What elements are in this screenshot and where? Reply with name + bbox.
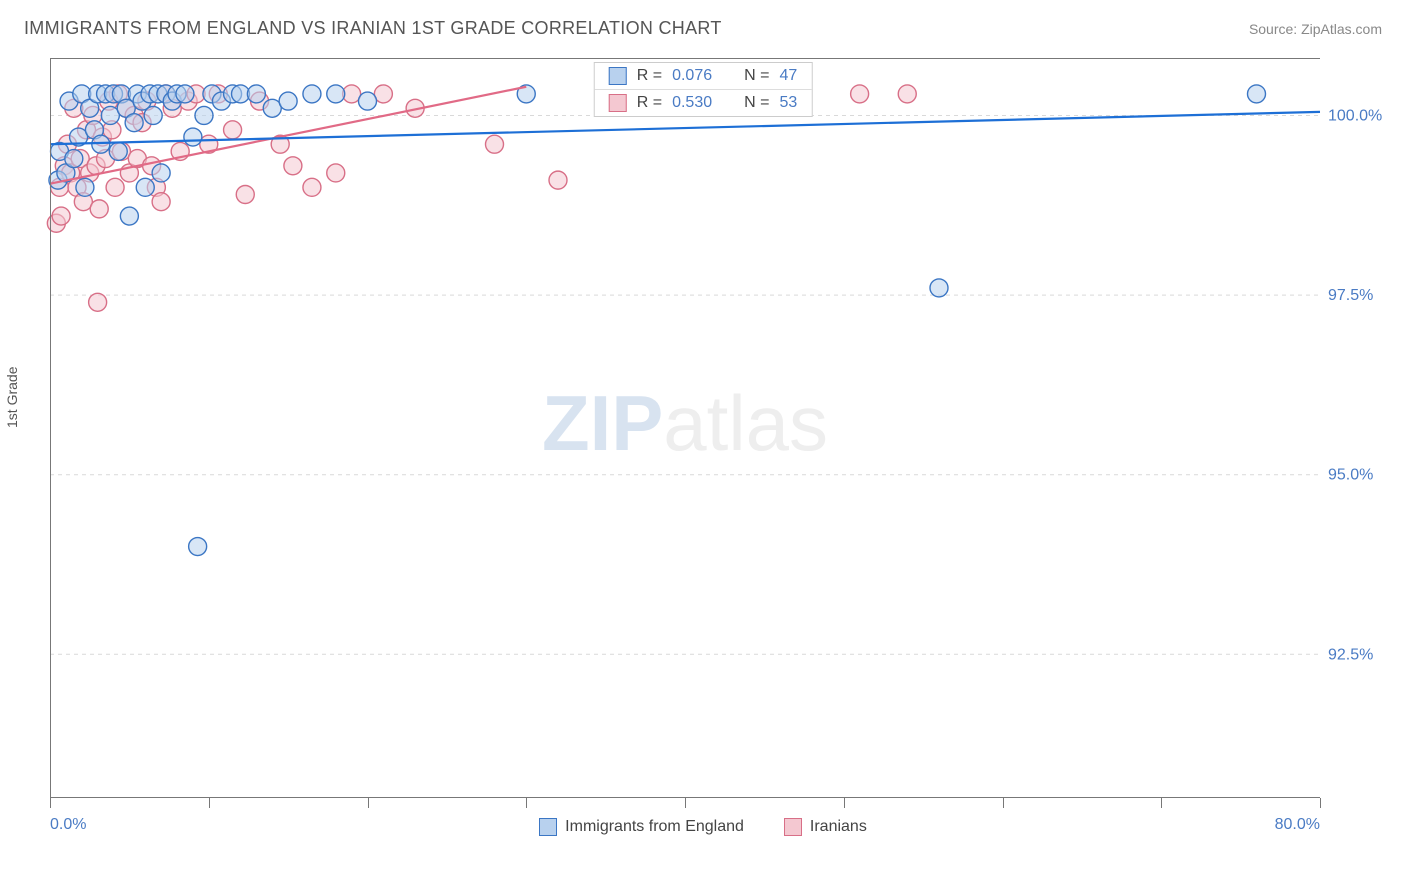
n-label: N = — [744, 94, 769, 112]
chart-header: IMMIGRANTS FROM ENGLAND VS IRANIAN 1ST G… — [0, 0, 1406, 49]
iranians-n-value: 53 — [779, 94, 797, 112]
legend-label-england: Immigrants from England — [565, 818, 744, 836]
legend-swatch-iranians-icon — [784, 818, 802, 836]
r-label: R = — [637, 67, 662, 85]
england-n-value: 47 — [779, 67, 797, 85]
iranians-r-value: 0.530 — [672, 94, 712, 112]
legend-swatch-england — [609, 67, 627, 85]
legend-swatch-iranians — [609, 94, 627, 112]
legend-label-iranians: Iranians — [810, 818, 867, 836]
correlation-legend-row-iranians: R = 0.530 N = 53 — [595, 90, 812, 116]
legend-item-iranians: Iranians — [784, 818, 867, 836]
svg-text:100.0%: 100.0% — [1328, 107, 1382, 124]
series-legend: Immigrants from England Iranians — [0, 818, 1406, 836]
correlation-legend: R = 0.076 N = 47 R = 0.530 N = 53 — [594, 62, 813, 117]
svg-text:95.0%: 95.0% — [1328, 467, 1373, 484]
correlation-legend-row-england: R = 0.076 N = 47 — [595, 63, 812, 90]
england-r-value: 0.076 — [672, 67, 712, 85]
x-axis-ticks — [50, 798, 1320, 818]
chart-source: Source: ZipAtlas.com — [1249, 21, 1382, 37]
legend-item-england: Immigrants from England — [539, 818, 744, 836]
legend-swatch-england-icon — [539, 818, 557, 836]
chart-title: IMMIGRANTS FROM ENGLAND VS IRANIAN 1ST G… — [24, 18, 722, 39]
r-label: R = — [637, 94, 662, 112]
chart-border — [50, 58, 1320, 798]
svg-text:97.5%: 97.5% — [1328, 287, 1373, 304]
y-axis-label: 1st Grade — [4, 367, 20, 428]
svg-text:92.5%: 92.5% — [1328, 646, 1373, 663]
n-label: N = — [744, 67, 769, 85]
chart-plot-area: ZIPatlas 100.0%97.5%95.0%92.5% — [50, 58, 1320, 798]
